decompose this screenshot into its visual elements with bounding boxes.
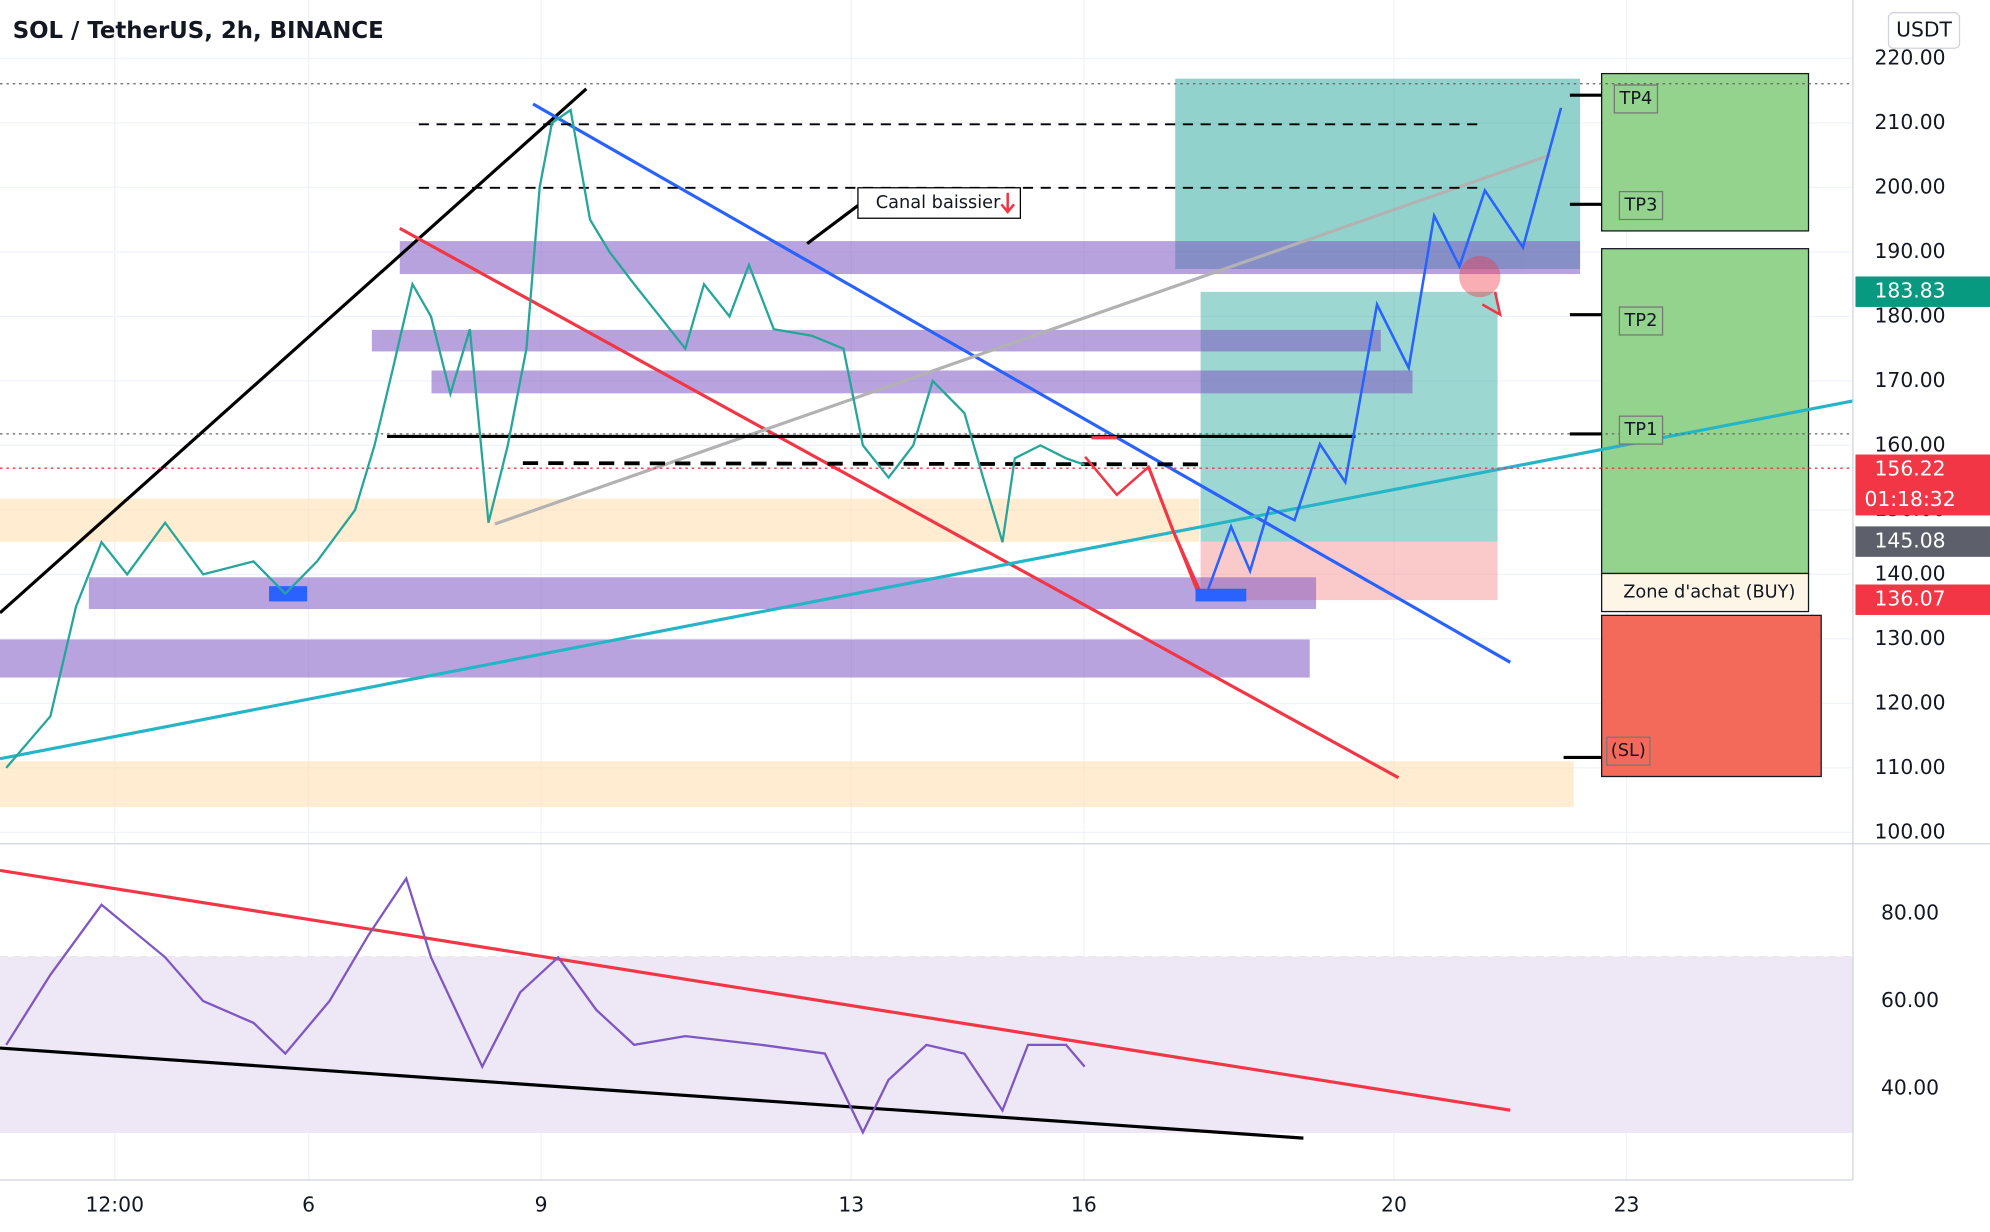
y-tick-label: 210.00 bbox=[1875, 110, 1946, 134]
annotation: Canal baissier bbox=[876, 193, 1001, 213]
zones bbox=[0, 241, 1581, 678]
price-label: 145.08 bbox=[1875, 529, 1946, 553]
x-tick-label: 6 bbox=[302, 1192, 315, 1216]
y-tick-label: 120.00 bbox=[1875, 690, 1946, 714]
tp-box bbox=[1601, 248, 1810, 575]
x-tick-label: 20 bbox=[1381, 1192, 1407, 1216]
zone bbox=[0, 498, 1200, 542]
price-label: 156.22 bbox=[1875, 457, 1946, 481]
drawings bbox=[0, 83, 1854, 780]
target-zone bbox=[1200, 291, 1498, 542]
y-tick-label: 40.00 bbox=[1881, 1076, 1939, 1100]
target-zone bbox=[1175, 78, 1581, 269]
y-tick-label: 110.00 bbox=[1875, 755, 1946, 779]
price-label: 136.07 bbox=[1875, 587, 1946, 611]
y-tick-label: 160.00 bbox=[1875, 432, 1946, 456]
y-tick-label: 130.00 bbox=[1875, 626, 1946, 650]
tp-label: TP1 bbox=[1624, 420, 1658, 440]
annotation-arrow bbox=[1000, 192, 1016, 214]
label-box bbox=[1613, 84, 1659, 114]
price-label: 183.83 bbox=[1875, 279, 1946, 303]
title: SOL / TetherUS, 2h, BINANCE bbox=[13, 18, 384, 44]
rsi-trendline bbox=[0, 1046, 1304, 1140]
sl-label: (SL) bbox=[1611, 741, 1646, 761]
label-box bbox=[1618, 306, 1664, 336]
tp-label: TP4 bbox=[1618, 89, 1652, 109]
tp-label: TP2 bbox=[1624, 311, 1658, 331]
y-tick-label: 190.00 bbox=[1875, 239, 1946, 263]
currency: USDT bbox=[1896, 17, 1952, 41]
countdown: 01:18:32 bbox=[1864, 487, 1955, 511]
series bbox=[5, 108, 1086, 1136]
label-box bbox=[1618, 415, 1664, 445]
series-line bbox=[5, 875, 1086, 1136]
buy-box bbox=[1601, 572, 1810, 613]
label-box bbox=[1618, 190, 1664, 221]
price-label-box bbox=[1855, 454, 1990, 516]
y-tick-label: 80.00 bbox=[1881, 901, 1939, 925]
buy-label: Zone d'achat (BUY) bbox=[1623, 583, 1795, 603]
y-tick-label: 180.00 bbox=[1875, 303, 1946, 327]
label-box bbox=[1606, 736, 1651, 766]
price-label-box bbox=[1855, 276, 1990, 307]
x-tick-label: 16 bbox=[1071, 1192, 1097, 1216]
x-tick-label: 13 bbox=[838, 1192, 864, 1216]
zone bbox=[0, 761, 1574, 807]
y-tick-label: 140.00 bbox=[1875, 561, 1946, 585]
tp-label: TP3 bbox=[1624, 196, 1658, 216]
y-tick-label: 60.00 bbox=[1881, 988, 1939, 1012]
x-tick-label: 9 bbox=[535, 1192, 548, 1216]
series-line bbox=[5, 108, 1085, 769]
axes: 12:00 6 9 13 16 20 23 100.00 110.00 120.00 130.00 1… bbox=[85, 45, 1990, 1216]
price-label-box bbox=[1855, 584, 1990, 615]
rsi-trendline bbox=[0, 868, 1511, 1112]
y-tick-label: 220.00 bbox=[1875, 45, 1946, 69]
x-tick-label: 23 bbox=[1614, 1192, 1640, 1216]
currency-box bbox=[1887, 12, 1961, 49]
price-label-box bbox=[1855, 526, 1990, 557]
y-tick-label: 170.00 bbox=[1875, 368, 1946, 392]
y-tick-label: 100.00 bbox=[1875, 819, 1946, 843]
annotation-box bbox=[857, 187, 1022, 219]
x-tick-label: 12:00 bbox=[85, 1192, 144, 1216]
y-tick-label: 200.00 bbox=[1875, 174, 1946, 198]
